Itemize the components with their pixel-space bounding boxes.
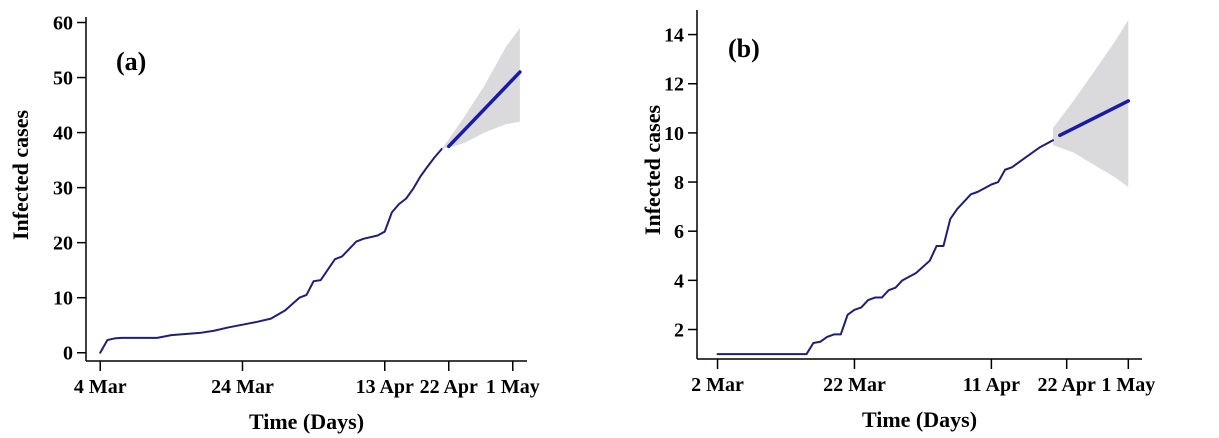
y-tick-label: 12 bbox=[664, 74, 684, 96]
forecast-series-line bbox=[447, 70, 522, 149]
x-tick-label: 1 May bbox=[486, 376, 540, 398]
x-tick-label: 22 Apr bbox=[1038, 374, 1096, 396]
x-tick-label: 22 Mar bbox=[823, 374, 886, 396]
forecast-interval-band bbox=[441, 28, 520, 150]
y-tick-label: 40 bbox=[53, 123, 73, 145]
x-tick-label: 4 Mar bbox=[74, 376, 127, 398]
chart-panel-a: 0 10 20 30 40 50 60 4 Mar 24 Mar 13 Apr 22 Apr 1 Ma… bbox=[8, 13, 540, 434]
y-tick-label: 60 bbox=[53, 13, 73, 35]
y-axis-title: Infected cases bbox=[8, 110, 33, 241]
y-tick-label: 6 bbox=[674, 221, 684, 243]
forecast-series-line bbox=[1058, 99, 1131, 138]
y-tick-label: 4 bbox=[674, 270, 684, 292]
y-tick-label: 50 bbox=[53, 68, 73, 90]
x-axis-title: Time (Days) bbox=[249, 409, 364, 434]
x-tick-label: 22 Apr bbox=[420, 376, 478, 398]
x-tick-label: 13 Apr bbox=[356, 376, 414, 398]
y-tick-label: 8 bbox=[674, 172, 684, 194]
chart-panel-b: 2 4 6 8 10 12 14 2 Mar 22 Mar 11 Apr 22 Apr 1 May Ti… bbox=[640, 10, 1155, 432]
x-tick-label: 2 Mar bbox=[691, 374, 744, 396]
x-axis-title: Time (Days) bbox=[862, 407, 977, 432]
y-tick-label: 20 bbox=[53, 233, 73, 255]
panel-label: (b) bbox=[728, 34, 760, 63]
observed-series-line bbox=[716, 139, 1054, 356]
x-tick-label: 24 Mar bbox=[211, 376, 274, 398]
y-tick-label: 14 bbox=[664, 25, 684, 47]
y-tick-label: 10 bbox=[664, 123, 684, 145]
x-tick-label: 1 May bbox=[1101, 374, 1155, 396]
x-tick-label: 11 Apr bbox=[963, 374, 1020, 396]
y-tick-label: 10 bbox=[53, 288, 73, 310]
forecast-interval-band bbox=[1053, 19, 1129, 187]
panel-label: (a) bbox=[116, 47, 146, 76]
y-tick-label: 2 bbox=[674, 320, 684, 342]
observed-series-line bbox=[99, 148, 443, 354]
y-tick-label: 30 bbox=[53, 178, 73, 200]
y-tick-label: 0 bbox=[63, 343, 73, 365]
y-axis-title: Infected cases bbox=[640, 105, 665, 236]
